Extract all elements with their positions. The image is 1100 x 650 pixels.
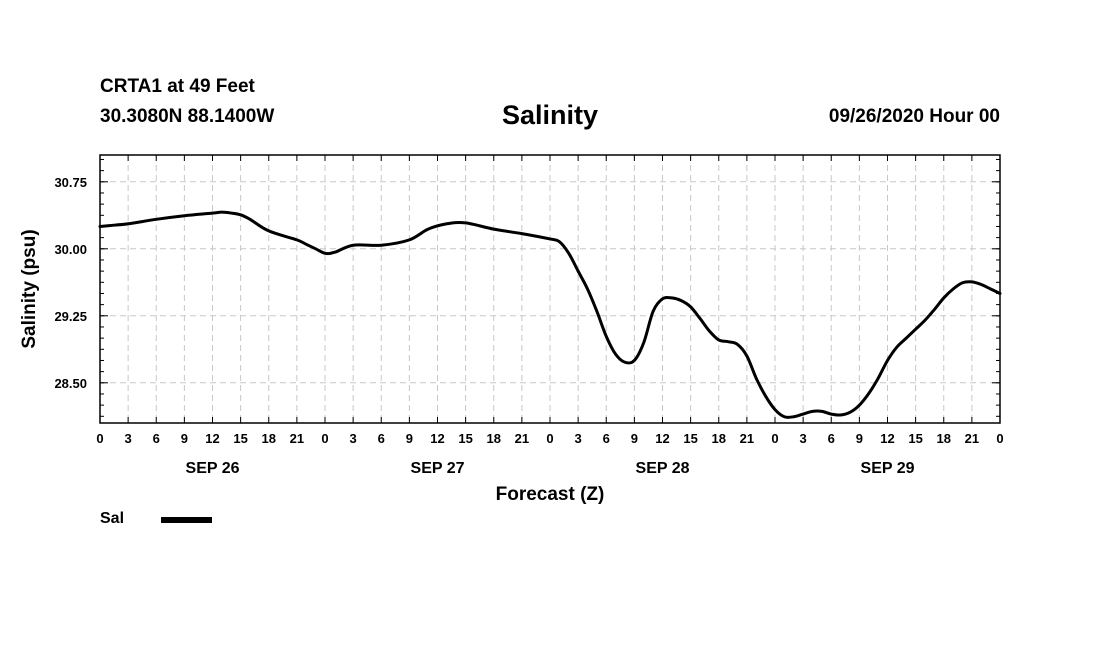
x-tick-label: 3 [575,431,582,446]
x-tick-label: 9 [181,431,188,446]
x-tick-label: 6 [153,431,160,446]
day-label: SEP 29 [861,460,915,477]
x-tick-label: 21 [965,431,979,446]
x-tick-label: 3 [350,431,357,446]
legend-label: Sal [100,510,125,527]
x-tick-label: 21 [740,431,754,446]
x-tick-label: 18 [487,431,501,446]
x-tick-label: 0 [771,431,778,446]
x-tick-label: 15 [233,431,247,446]
y-axis-label: Salinity (psu) [19,229,40,348]
x-tick-label: 0 [96,431,103,446]
y-tick-label: 30.75 [54,175,87,190]
day-label: SEP 27 [411,460,465,477]
x-tick-label: 0 [546,431,553,446]
x-tick-label: 9 [856,431,863,446]
series-line-sal [98,210,1002,419]
x-tick-label: 15 [908,431,922,446]
x-tick-label: 0 [321,431,328,446]
data-layer [98,210,1002,419]
station-label: CRTA1 at 49 Feet [100,76,255,97]
x-tick-label: 9 [631,431,638,446]
x-tick-label: 15 [458,431,472,446]
legend-swatch [161,517,212,523]
axes: 0 3 6 9 12 15 18 21 0 3 6 9 12 15 18 21 0 3 6 9 12 15 18 21 0 3 6 9… [54,155,1004,477]
x-tick-label: 3 [125,431,132,446]
x-tick-label: 9 [406,431,413,446]
y-tick-label: 29.25 [54,309,87,324]
day-label: SEP 26 [186,460,240,477]
x-tick-label: 6 [378,431,385,446]
x-tick-label: 6 [603,431,610,446]
x-tick-label: 12 [205,431,219,446]
x-tick-label: 6 [828,431,835,446]
x-tick-label: 12 [880,431,894,446]
x-tick-label: 15 [683,431,697,446]
x-tick-label: 21 [290,431,304,446]
x-axis-label: Forecast (Z) [496,484,605,505]
grid [100,155,1000,423]
chart-title: Salinity [501,100,599,130]
y-tick-label: 30.00 [54,242,87,257]
x-tick-label: 12 [430,431,444,446]
x-tick-label: 0 [996,431,1003,446]
x-tick-label: 12 [655,431,669,446]
day-label: SEP 28 [636,460,690,477]
y-tick-label: 28.50 [54,376,87,391]
x-tick-label: 18 [712,431,726,446]
coordinates-label: 30.3080N 88.1400W [100,106,275,127]
x-tick-label: 3 [800,431,807,446]
x-tick-label: 18 [937,431,951,446]
forecast-date-label: 09/26/2020 Hour 00 [828,106,1000,127]
x-tick-label: 21 [515,431,529,446]
x-tick-label: 18 [262,431,276,446]
